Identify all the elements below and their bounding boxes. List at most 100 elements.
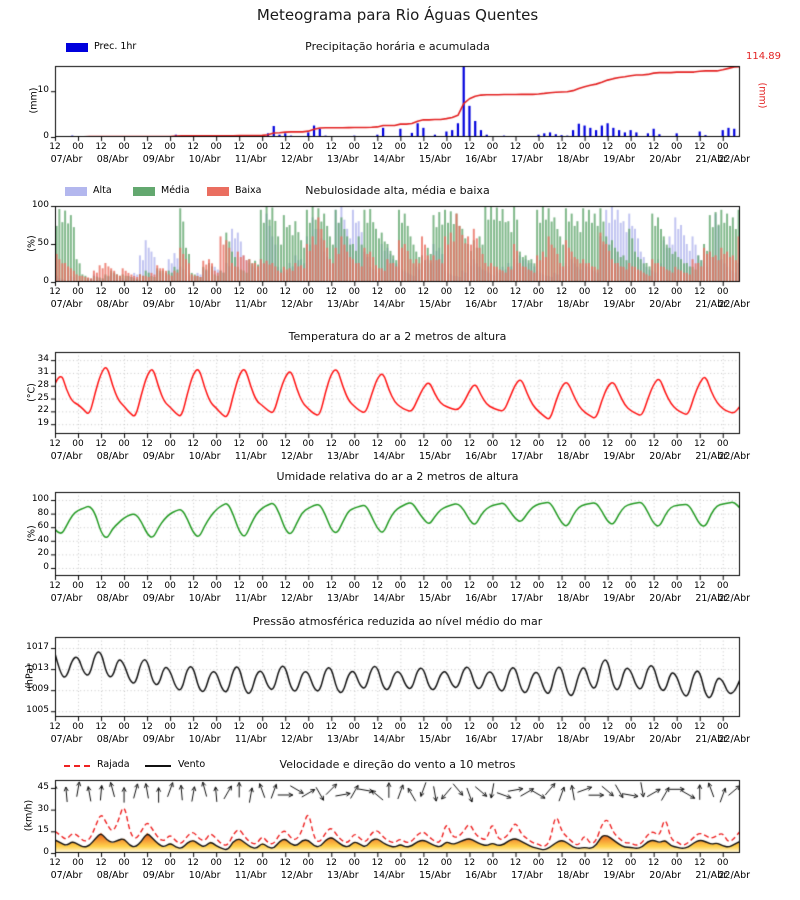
x-tick-date-label: 22/Abr [718,593,751,604]
x-tick-hour-label: 00 [164,722,176,732]
alta-legend-swatch [65,187,87,196]
y-tick-label: 1009 [26,684,49,695]
x-tick-date-label: 14/Abr [372,299,405,310]
x-tick-date-label: 08/Abr [96,870,129,881]
x-tick-hour-label: 12 [509,858,522,868]
x-tick-hour-label: 12 [463,581,476,591]
x-tick-date-label: 08/Abr [96,734,129,745]
x-tick-hour-label: 12 [187,858,199,868]
x-tick-hour-label: 12 [647,439,660,449]
x-tick-hour-label: 00 [210,581,222,591]
x-tick-hour-label: 12 [279,722,291,732]
x-tick-hour-label: 12 [647,287,660,297]
x-tick-date-label: 15/Abr [419,870,451,881]
x-tick-hour-label: 12 [325,439,338,449]
x-tick-hour-label: 00 [302,142,314,152]
x-tick-date-label: 19/Abr [603,734,635,745]
x-tick-hour-label: 00 [532,722,545,732]
x-tick-date-label: 12/Abr [280,154,313,165]
x-tick-hour-label: 00 [302,287,314,297]
x-tick-hour-label: 00 [164,581,176,591]
x-tick-date-label: 12/Abr [280,593,313,604]
x-tick-date-label: 21/Abr [695,870,728,881]
x-tick-hour-label: 00 [164,439,176,449]
x-tick-date-label: 11/Abr [234,734,267,745]
x-tick-date-label: 13/Abr [326,154,359,165]
x-tick-date-label: 20/Abr [649,870,682,881]
x-tick-date-label: 15/Abr [419,299,451,310]
x-tick-hour-label: 00 [302,581,314,591]
x-tick-hour-label: 00 [210,142,222,152]
x-tick-date-label: 14/Abr [372,154,405,165]
x-tick-hour-label: 00 [256,581,268,591]
pressure-plot-canvas [43,625,752,729]
x-tick-hour-label: 00 [716,142,729,152]
prec-1hr-legend-swatch [66,43,88,52]
x-tick-hour-label: 00 [716,581,729,591]
x-tick-date-label: 09/Abr [142,451,175,462]
x-tick-hour-label: 12 [371,858,384,868]
x-tick-hour-label: 00 [486,581,499,591]
x-tick-hour-label: 00 [302,439,314,449]
x-tick-hour-label: 12 [233,722,245,732]
x-tick-date-label: 16/Abr [465,299,497,310]
x-tick-date-label: 19/Abr [603,593,635,604]
x-tick-date-label: 20/Abr [649,451,682,462]
x-tick-hour-label: 12 [279,858,291,868]
x-tick-hour-label: 00 [440,287,453,297]
x-tick-hour-label: 00 [256,287,268,297]
x-tick-date-label: 18/Abr [557,299,589,310]
pressure-title: Pressão atmosférica reduzida ao nível mé… [252,615,543,628]
x-tick-hour-label: 12 [141,142,153,152]
y-tick-label: 34 [37,354,49,365]
x-tick-hour-label: 00 [348,722,361,732]
x-tick-hour-label: 12 [187,581,199,591]
x-tick-hour-label: 12 [601,581,614,591]
x-tick-date-label: 16/Abr [465,154,497,165]
x-tick-hour-label: 00 [348,858,361,868]
x-tick-hour-label: 12 [417,858,430,868]
x-tick-date-label: 22/Abr [718,734,751,745]
x-tick-hour-label: 00 [624,722,637,732]
x-tick-hour-label: 12 [325,287,338,297]
x-tick-hour-label: 00 [440,142,453,152]
x-tick-hour-label: 00 [210,858,222,868]
x-tick-hour-label: 00 [256,142,268,152]
x-tick-hour-label: 00 [394,581,407,591]
x-tick-date-label: 20/Abr [649,734,682,745]
x-tick-hour-label: 12 [325,858,338,868]
x-tick-hour-label: 00 [348,287,361,297]
y-tick-label: 0 [43,847,49,857]
x-tick-hour-label: 00 [486,287,499,297]
x-tick-hour-label: 12 [371,287,384,297]
x-tick-hour-label: 12 [417,439,430,449]
x-tick-date-label: 11/Abr [234,299,267,310]
x-tick-hour-label: 00 [440,439,453,449]
x-tick-date-label: 19/Abr [603,154,635,165]
x-tick-hour-label: 12 [417,142,430,152]
x-tick-hour-label: 00 [118,439,130,449]
x-tick-hour-label: 00 [532,858,545,868]
x-tick-hour-label: 12 [279,581,291,591]
x-tick-date-label: 16/Abr [465,870,497,881]
x-tick-hour-label: 12 [233,287,245,297]
baixa-legend-label: Baixa [235,185,262,196]
humidity-plot-canvas [43,480,752,588]
x-tick-hour-label: 00 [532,581,545,591]
x-tick-hour-label: 00 [578,142,591,152]
x-tick-hour-label: 12 [141,581,153,591]
x-tick-date-label: 19/Abr [603,870,635,881]
x-tick-hour-label: 12 [509,439,522,449]
x-tick-date-label: 16/Abr [465,593,497,604]
x-tick-date-label: 15/Abr [419,593,451,604]
x-tick-hour-label: 00 [486,439,499,449]
y-tick-label: 1005 [26,705,49,716]
x-tick-date-label: 22/Abr [718,154,751,165]
y-tick-label: 1017 [26,642,49,653]
x-tick-hour-label: 00 [624,858,637,868]
x-tick-hour-label: 12 [417,581,430,591]
prec-1hr-legend-label: Prec. 1hr [94,41,137,52]
x-tick-hour-label: 00 [394,287,407,297]
x-tick-hour-label: 00 [164,287,176,297]
vento-legend-line [145,765,171,767]
